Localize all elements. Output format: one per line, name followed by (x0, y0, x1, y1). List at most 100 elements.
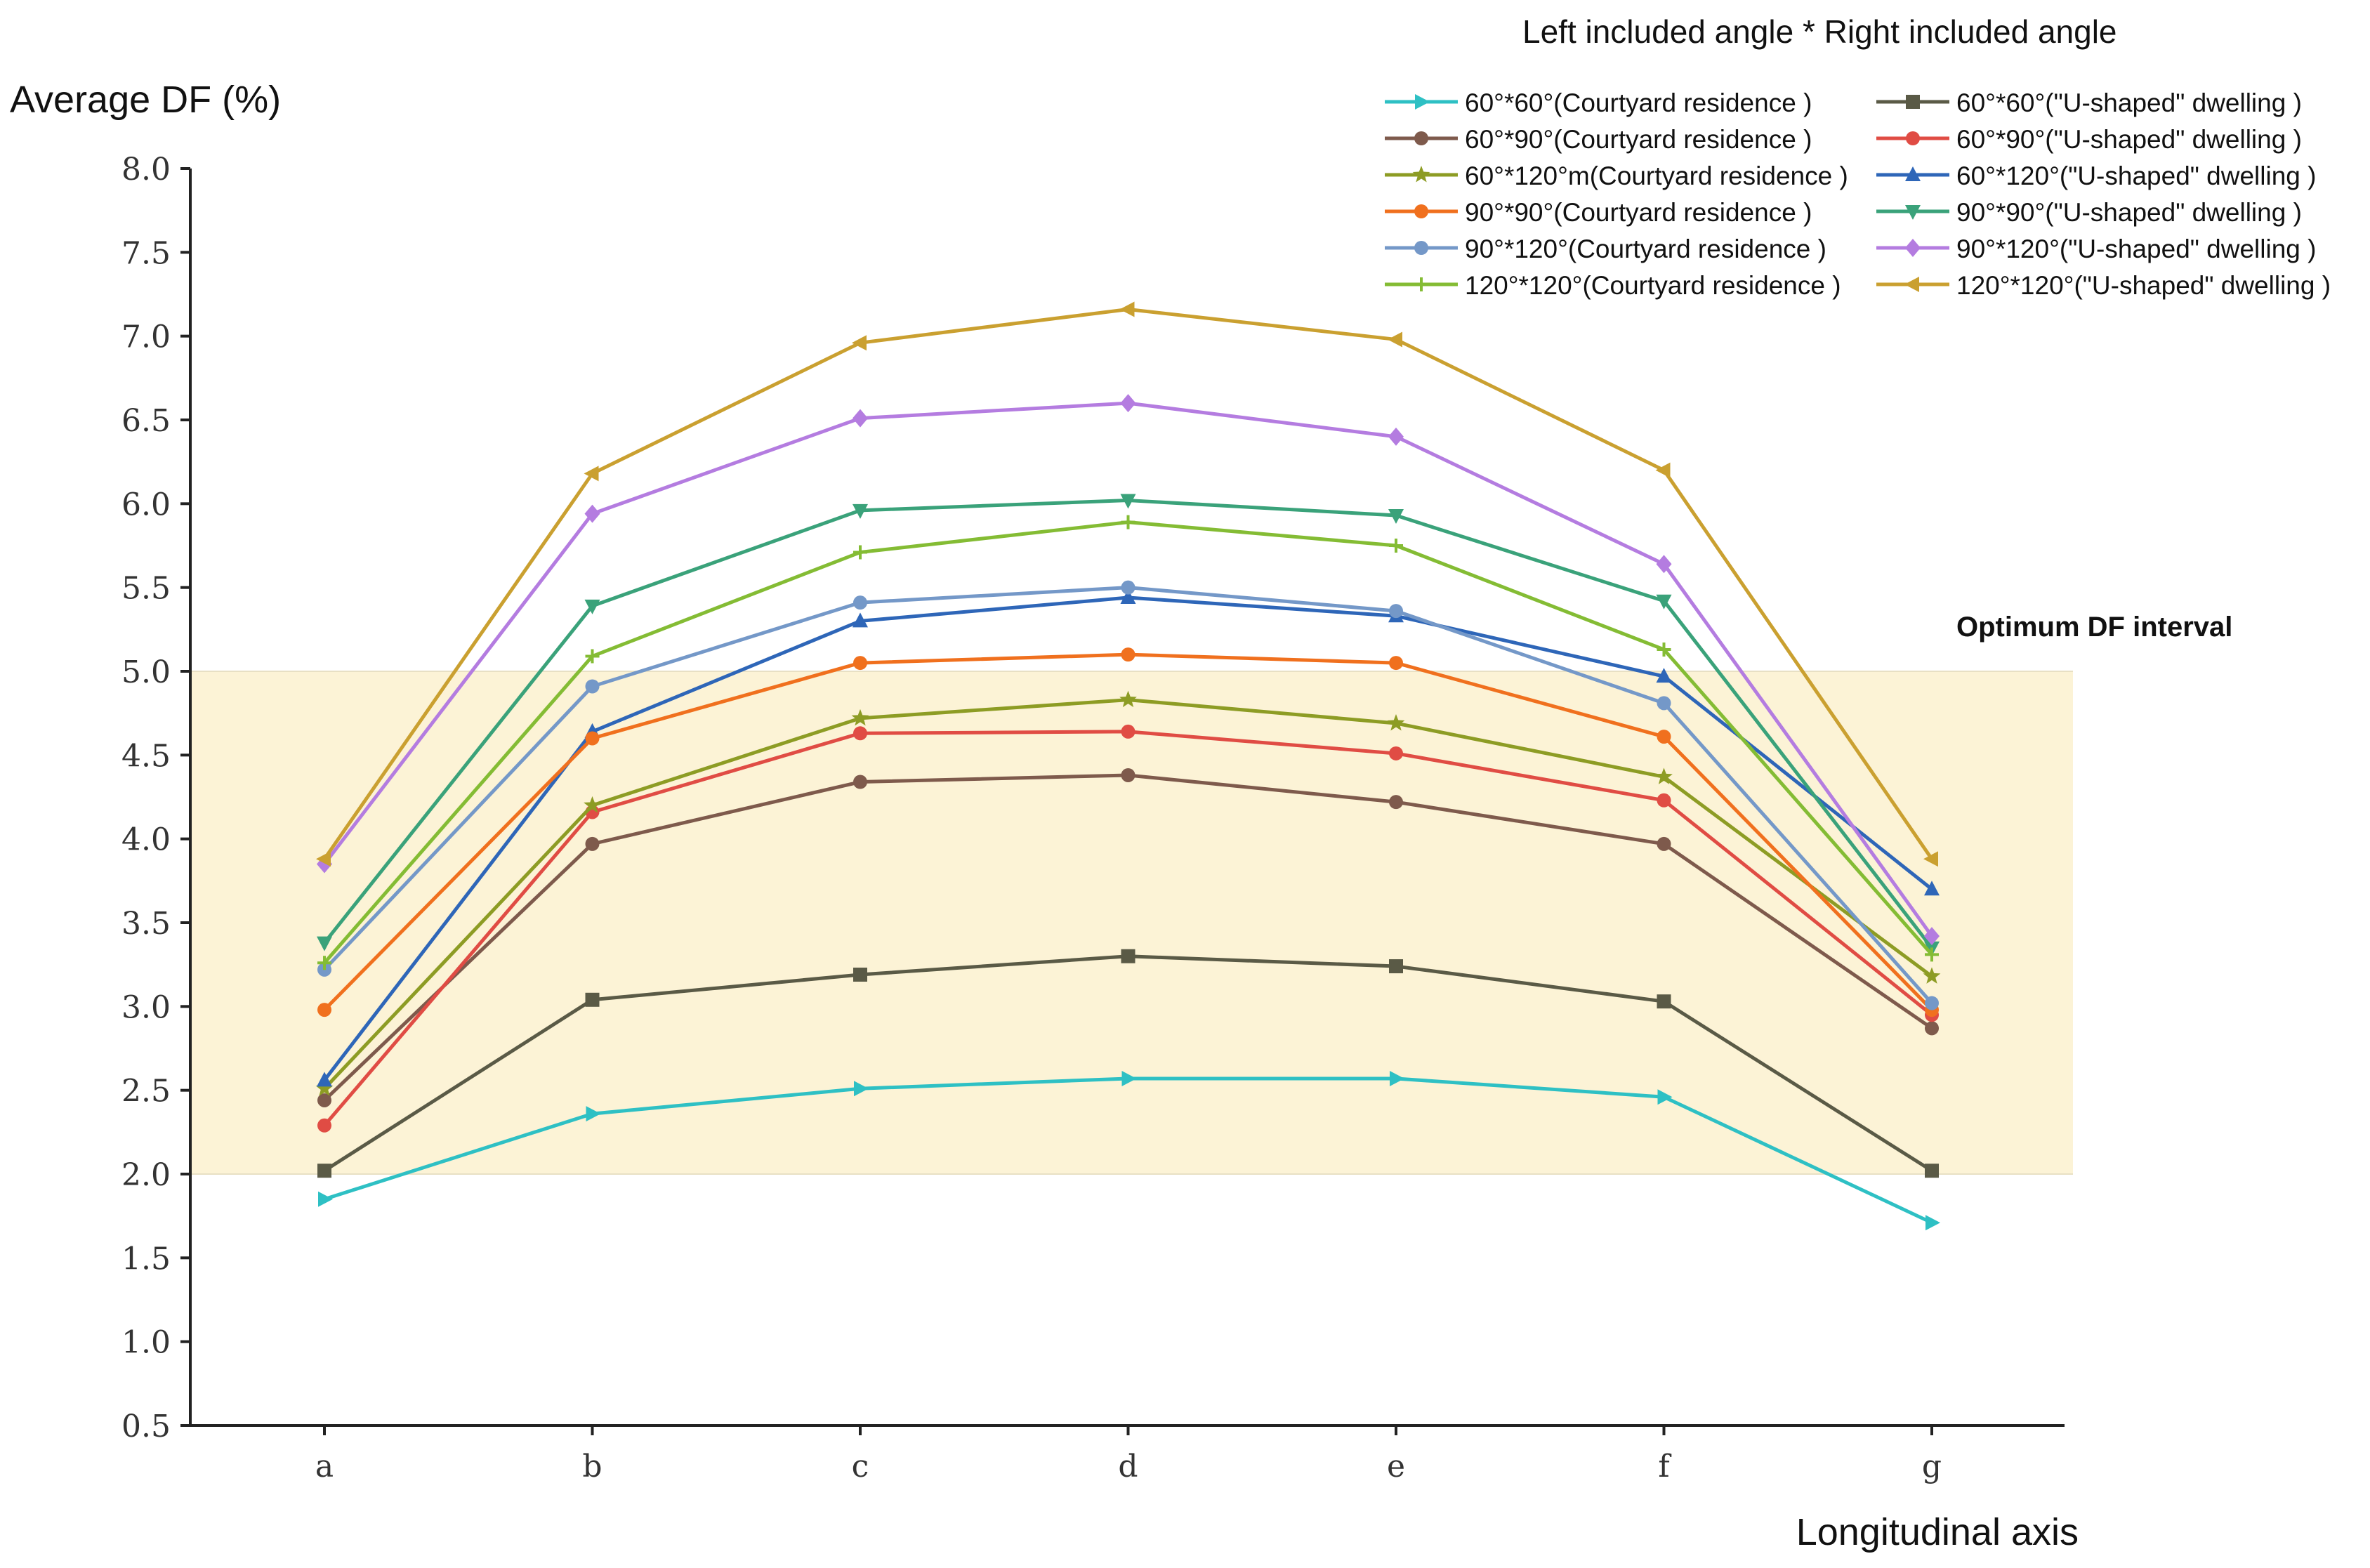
y-axis-label: Average DF (%) (10, 79, 281, 121)
data-point (1120, 588, 1136, 604)
data-point (1656, 594, 1672, 610)
y-tick-label: 3.0 (121, 989, 171, 1025)
data-point (1924, 881, 1940, 896)
data-point (1657, 994, 1671, 1009)
legend-marker (1905, 166, 1921, 181)
data-point (584, 504, 600, 523)
legend-item: 60°*90°("U-shaped" dwelling ) (1876, 125, 2302, 154)
y-tick-label: 4.0 (121, 822, 171, 858)
data-point (1387, 713, 1405, 731)
data-point (585, 649, 600, 664)
data-point (317, 1072, 332, 1087)
data-point (317, 936, 332, 951)
data-point (317, 1093, 331, 1107)
data-point (317, 1118, 331, 1133)
data-point (1655, 767, 1673, 784)
data-point (1657, 696, 1671, 711)
data-point (1121, 515, 1135, 529)
x-tick-label: g (1922, 1449, 1942, 1484)
data-point (853, 775, 867, 789)
data-point (1656, 555, 1672, 574)
data-point (1121, 580, 1135, 595)
series-5 (315, 690, 1941, 1096)
data-point (586, 1106, 601, 1122)
series-8 (317, 494, 1940, 956)
series-1 (318, 1070, 1940, 1231)
legend-marker (1415, 94, 1430, 110)
data-point (852, 612, 868, 628)
y-tick-label: 5.0 (121, 654, 171, 690)
legend-label: 60°*90°("U-shaped" dwelling ) (1956, 125, 2302, 154)
data-point (854, 1081, 869, 1097)
legend-item: 90°*90°(Courtyard residence ) (1385, 198, 1812, 227)
legend-label: 60°*120°m(Courtyard residence ) (1465, 162, 1848, 190)
data-point (853, 726, 867, 741)
series-7 (317, 647, 1939, 1017)
data-point (318, 1191, 333, 1207)
data-point (316, 851, 331, 867)
data-point (1924, 927, 1940, 946)
data-point (317, 1003, 331, 1017)
axes: 0.5 1.0 1.5 2.0 2.5 3.0 3.5 4.0 4.5 5.0 5.5 6.0 6.5 7… (121, 152, 2065, 1484)
legend-marker (1414, 277, 1428, 291)
data-point (1388, 427, 1404, 446)
legend-item: 90°*90°("U-shaped" dwelling ) (1876, 198, 2302, 227)
legend-marker (1905, 239, 1921, 257)
legend: 60°*60°(Courtyard residence ) 60°*60°("U-… (1385, 88, 2331, 300)
data-point (1121, 647, 1135, 662)
data-point (1388, 331, 1402, 348)
y-tick-label: 1.5 (121, 1241, 171, 1277)
data-point (584, 466, 599, 482)
legend-label: 120°*120°(Courtyard residence ) (1465, 271, 1841, 300)
data-point (1389, 795, 1403, 810)
data-point (1119, 690, 1137, 708)
legend-label: 60°*60°(Courtyard residence ) (1465, 88, 1812, 117)
legend-item: 60°*120°("U-shaped" dwelling ) (1876, 162, 2316, 190)
legend-item: 90°*120°(Courtyard residence ) (1385, 235, 1826, 263)
band-label: Optimum DF interval (1956, 612, 2232, 643)
data-point (585, 679, 600, 694)
legend-item: 120°*120°(Courtyard residence ) (1385, 271, 1841, 300)
data-point (1121, 767, 1135, 782)
data-point (1121, 1070, 1137, 1086)
legend-item: 60°*90°(Courtyard residence ) (1385, 125, 1812, 154)
x-tick-label: e (1387, 1449, 1405, 1484)
data-point (853, 545, 867, 560)
data-point (1923, 851, 1938, 867)
data-point (1388, 509, 1404, 525)
data-point (1923, 967, 1941, 984)
data-point (585, 731, 600, 746)
data-point (584, 796, 601, 813)
y-tick-label: 2.0 (121, 1157, 171, 1193)
y-tick-label: 8.0 (121, 152, 171, 187)
legend-item: 60°*60°("U-shaped" dwelling ) (1876, 88, 2302, 117)
data-point (1657, 836, 1671, 851)
y-tick-label: 7.0 (121, 319, 171, 355)
y-tick-label: 7.5 (121, 235, 171, 271)
data-point (317, 956, 331, 970)
data-point (1121, 724, 1135, 739)
legend-marker (1414, 204, 1428, 218)
data-point (1656, 668, 1672, 683)
x-tick-label: a (315, 1449, 334, 1484)
series-layer (315, 301, 1941, 1231)
data-point (852, 503, 868, 519)
data-point (1119, 301, 1135, 317)
legend-item: 60°*60°(Courtyard residence ) (1385, 88, 1812, 117)
data-point (1389, 539, 1403, 553)
data-point (1120, 494, 1136, 509)
legend-label: 60°*90°(Courtyard residence ) (1465, 125, 1812, 154)
legend-marker (1412, 166, 1430, 183)
data-point (1925, 1164, 1939, 1178)
optimum-df-band (192, 671, 2073, 1174)
data-point (1657, 1089, 1673, 1105)
data-point (585, 836, 600, 851)
x-tick-label: d (1118, 1449, 1138, 1484)
data-point (853, 595, 867, 610)
x-tick-label: c (852, 1449, 869, 1484)
legend-marker (1905, 205, 1921, 220)
data-point (1390, 1070, 1404, 1086)
y-tick-label: 1.0 (121, 1325, 171, 1361)
legend-marker (1414, 241, 1428, 255)
data-point (1925, 1021, 1939, 1036)
